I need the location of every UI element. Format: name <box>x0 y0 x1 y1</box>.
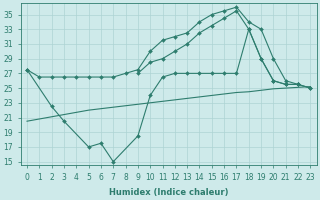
X-axis label: Humidex (Indice chaleur): Humidex (Indice chaleur) <box>109 188 228 197</box>
